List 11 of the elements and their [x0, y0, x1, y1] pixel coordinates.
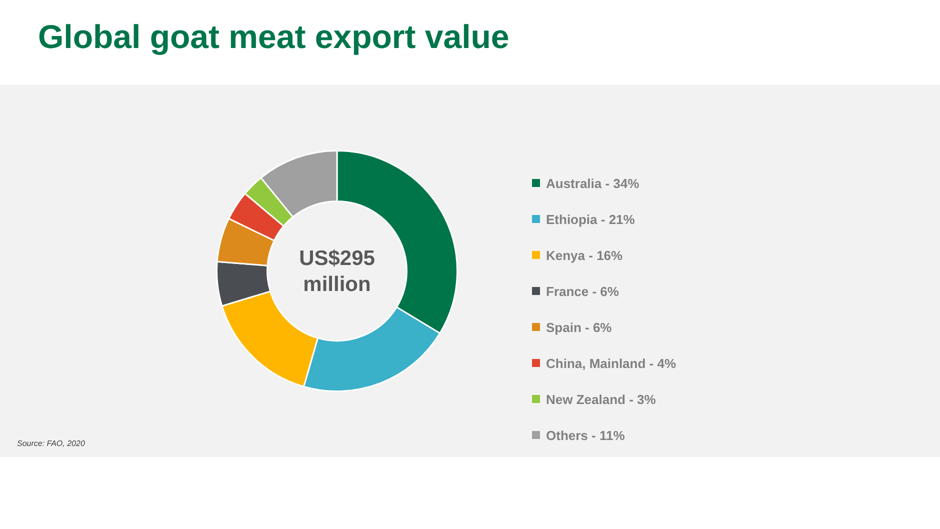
legend-label: Others - 11%	[546, 428, 625, 442]
source-note: Source: FAO, 2020	[17, 439, 85, 448]
legend-label: New Zealand - 3%	[546, 392, 656, 406]
legend-label: Spain - 6%	[546, 320, 612, 334]
legend-label: Kenya - 16%	[546, 248, 623, 262]
legend-label: Ethiopia - 21%	[546, 212, 635, 226]
legend-label: China, Mainland - 4%	[546, 356, 676, 370]
text: US$295 million	[299, 246, 376, 296]
legend-label: France - 6%	[546, 284, 619, 298]
legend-label: Australia - 34%	[546, 176, 640, 190]
chart-title: Global goat meat export value	[38, 18, 510, 56]
